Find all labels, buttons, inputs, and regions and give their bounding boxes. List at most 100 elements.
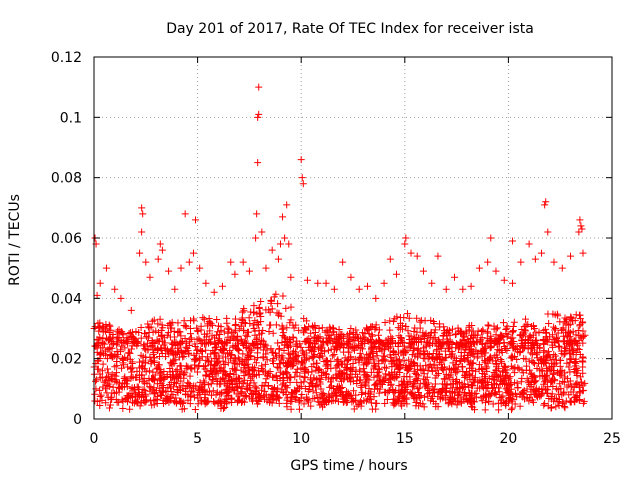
data-point xyxy=(285,354,293,362)
data-point xyxy=(490,322,498,330)
data-point xyxy=(403,400,411,408)
data-point xyxy=(400,357,408,365)
data-point xyxy=(137,334,145,342)
data-point xyxy=(195,362,203,370)
y-tick-label: 0.02 xyxy=(51,352,82,368)
data-point xyxy=(195,354,203,362)
data-point xyxy=(319,389,327,397)
data-point xyxy=(375,326,383,334)
data-point xyxy=(231,321,239,329)
data-point xyxy=(179,353,187,361)
data-point xyxy=(330,385,338,393)
data-point xyxy=(456,358,464,366)
data-point xyxy=(169,351,177,359)
y-tick-label: 0.12 xyxy=(51,50,82,66)
data-point xyxy=(187,330,195,338)
data-point xyxy=(117,294,125,302)
data-point xyxy=(194,327,202,335)
data-point xyxy=(561,314,569,322)
data-point xyxy=(213,315,221,323)
data-point xyxy=(311,394,319,402)
data-point xyxy=(96,386,104,394)
data-point xyxy=(158,246,166,254)
data-point xyxy=(210,397,218,405)
data-point xyxy=(442,285,450,293)
data-point xyxy=(393,270,401,278)
data-point xyxy=(365,385,373,393)
y-axis-label: ROTI / TECUs xyxy=(7,194,23,286)
data-point xyxy=(309,387,317,395)
x-tick-label: 10 xyxy=(292,431,310,447)
data-point xyxy=(326,383,334,391)
data-point xyxy=(343,331,351,339)
data-point xyxy=(571,359,579,367)
data-point xyxy=(111,352,119,360)
data-point xyxy=(473,354,481,362)
data-point xyxy=(542,325,550,333)
data-point xyxy=(305,383,313,391)
data-point xyxy=(579,399,587,407)
data-point xyxy=(189,388,197,396)
data-point xyxy=(494,346,502,354)
data-point xyxy=(318,324,326,332)
data-point xyxy=(293,365,301,373)
data-point xyxy=(279,292,287,300)
data-point xyxy=(540,347,548,355)
data-point xyxy=(102,264,110,272)
data-point xyxy=(165,267,173,275)
data-point xyxy=(289,334,297,342)
data-point xyxy=(105,321,113,329)
data-point xyxy=(273,309,281,317)
data-point xyxy=(521,395,529,403)
data-point xyxy=(119,339,127,347)
data-point xyxy=(275,345,283,353)
data-point xyxy=(556,318,564,326)
data-point xyxy=(93,291,101,299)
data-points xyxy=(90,83,589,414)
data-point xyxy=(252,234,260,242)
data-point xyxy=(258,228,266,236)
data-point xyxy=(386,326,394,334)
data-point xyxy=(579,332,587,340)
data-point xyxy=(193,346,201,354)
data-point xyxy=(403,310,411,318)
data-point xyxy=(301,385,309,393)
data-point xyxy=(245,314,253,322)
data-point xyxy=(413,252,421,260)
data-point xyxy=(518,336,526,344)
x-tick-label: 5 xyxy=(193,431,202,447)
data-point xyxy=(492,267,500,275)
data-point xyxy=(509,279,517,287)
data-point xyxy=(279,213,287,221)
data-point xyxy=(484,321,492,329)
data-point xyxy=(317,341,325,349)
data-point xyxy=(197,398,205,406)
data-point xyxy=(263,356,271,364)
data-point xyxy=(253,210,261,218)
data-point xyxy=(357,397,365,405)
data-point xyxy=(517,378,525,386)
data-point xyxy=(133,367,141,375)
data-point xyxy=(497,356,505,364)
data-point xyxy=(531,255,539,263)
data-point xyxy=(262,342,270,350)
data-point xyxy=(433,345,441,353)
data-point xyxy=(156,240,164,248)
data-point xyxy=(565,363,573,371)
y-tick-label: 0.04 xyxy=(51,291,82,307)
data-point xyxy=(319,403,327,411)
data-point xyxy=(145,367,153,375)
data-point xyxy=(556,367,564,375)
data-point xyxy=(560,403,568,411)
data-point xyxy=(209,387,217,395)
data-point xyxy=(165,398,173,406)
data-point xyxy=(262,264,270,272)
data-point xyxy=(452,369,460,377)
data-point xyxy=(99,334,107,342)
data-point xyxy=(459,285,467,293)
data-point xyxy=(315,324,323,332)
data-point xyxy=(185,258,193,266)
data-point xyxy=(298,174,306,182)
data-point xyxy=(395,349,403,357)
